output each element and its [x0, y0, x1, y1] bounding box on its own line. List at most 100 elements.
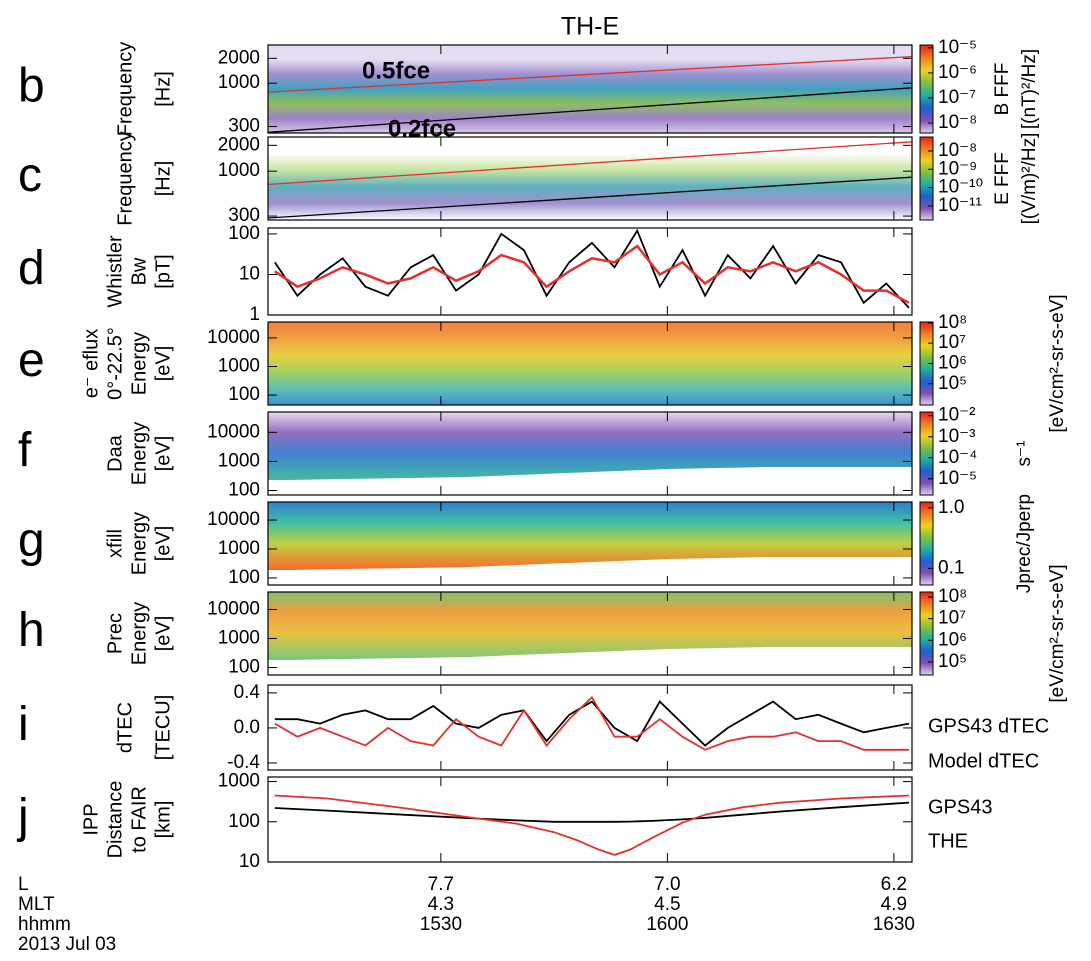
- plot-frame: [267, 321, 913, 406]
- y-tick-label: 1: [249, 304, 260, 325]
- y-tick-label: 2000: [218, 134, 260, 155]
- colorbar-tick-label: 10⁵: [938, 373, 967, 394]
- fce-label: 0.5fce: [362, 57, 430, 84]
- y-axis-label: IPP: [80, 803, 102, 835]
- spectrogram: [268, 137, 912, 220]
- line-series: [274, 801, 910, 823]
- y-tick-label: 100: [228, 656, 260, 677]
- date-label: 2013 Jul 03: [18, 934, 116, 955]
- y-axis-label: xfill: [104, 529, 126, 558]
- y-tick-label: 10: [239, 851, 260, 872]
- x-tick-label: 7.0: [654, 874, 680, 895]
- colorbar: [919, 591, 934, 676]
- colorbar-tick-label: 0.1: [938, 557, 964, 578]
- plot-frame: [267, 501, 913, 586]
- y-axis-label: e⁻ eflux: [80, 329, 102, 398]
- colorbar-tick-label: 10⁶: [938, 352, 967, 373]
- colorbar-tick-label: 10⁻¹¹: [938, 195, 982, 216]
- y-axis-label: to FAIR: [128, 786, 150, 853]
- y-tick-label: 300: [228, 205, 260, 226]
- legend-entry: GPS43 dTEC: [928, 715, 1049, 737]
- panel-letter: h: [18, 604, 45, 657]
- plot-frame: [267, 776, 913, 863]
- y-tick-label: 300: [228, 115, 260, 136]
- fce-line: [267, 87, 913, 133]
- legend-entry: THE: [928, 830, 968, 852]
- y-axis-label: Prec: [104, 613, 126, 654]
- spectrogram: [268, 45, 912, 133]
- y-tick-label: 100: [228, 567, 260, 588]
- y-tick-label: 100: [228, 480, 260, 501]
- y-axis-label: [Hz]: [152, 71, 174, 107]
- y-axis-label: [eV]: [152, 616, 174, 652]
- colorbar-tick-label: 10⁻²: [938, 405, 976, 426]
- y-axis-label: [Hz]: [152, 161, 174, 197]
- y-axis-label: Distance: [104, 781, 126, 859]
- fce-line: [267, 176, 913, 219]
- y-tick-label: 1000: [218, 450, 260, 471]
- colorbar-tick-label: 10⁶: [938, 629, 967, 650]
- y-axis-label: [km]: [152, 801, 174, 839]
- colorbar-label: s⁻¹: [1014, 441, 1035, 467]
- x-row-name: L: [18, 874, 29, 895]
- spectrogram: [268, 322, 912, 405]
- no-data-region: [268, 557, 912, 585]
- y-tick-label: 1000: [218, 627, 260, 648]
- panel-letter: c: [18, 149, 42, 202]
- colorbar-label: [(V/m)²/Hz]: [1019, 133, 1040, 225]
- colorbar-tick-label: 10⁸: [938, 312, 967, 333]
- plot-frame: [267, 684, 913, 771]
- y-axis-label: [pT]: [152, 254, 174, 288]
- no-data-region: [268, 647, 912, 675]
- x-row-name: MLT: [18, 894, 55, 915]
- y-axis-label: Energy: [128, 512, 150, 575]
- colorbar: [919, 411, 934, 496]
- colorbar-tick-label: 10⁻⁸: [938, 112, 977, 133]
- colorbar: [919, 44, 934, 134]
- y-tick-label: 1000: [218, 771, 260, 792]
- panel-letter: g: [18, 514, 45, 567]
- colorbar-tick-label: 10⁸: [938, 586, 967, 607]
- panel-letter: f: [18, 424, 32, 477]
- y-tick-label: 1000: [218, 72, 260, 93]
- y-tick-label: 0.4: [234, 682, 261, 703]
- x-row-name: hhmm: [18, 914, 71, 935]
- x-tick-label: 7.7: [428, 874, 454, 895]
- x-tick-label: 1530: [420, 914, 462, 935]
- y-axis-label: Energy: [128, 332, 150, 395]
- colorbar-tick-label: 10⁵: [938, 651, 967, 672]
- y-tick-label: 100: [228, 811, 260, 832]
- colorbar-tick-label: 10⁻⁵: [938, 468, 977, 489]
- y-tick-label: 10000: [207, 509, 260, 530]
- fce-line: [267, 55, 913, 93]
- x-tick-label: 4.9: [881, 894, 907, 915]
- colorbar-tick-label: 10⁷: [938, 608, 966, 629]
- line-series: [274, 794, 910, 856]
- y-tick-label: 0.0: [234, 717, 260, 738]
- colorbar-label: [eV/cm²-sr-s-eV]: [1047, 564, 1068, 702]
- panel-letter: j: [16, 790, 29, 843]
- legend-entry: GPS43: [928, 796, 992, 818]
- y-tick-label: 10000: [207, 421, 260, 442]
- colorbar-tick-label: 10⁻⁵: [938, 37, 977, 58]
- y-axis-label: Bw: [128, 257, 150, 285]
- colorbar-tick-label: 10⁻¹⁰: [938, 177, 983, 198]
- line-series: [274, 695, 909, 751]
- y-tick-label: 10000: [207, 598, 260, 619]
- x-tick-label: 1600: [646, 914, 688, 935]
- y-axis-label: 0°-22.5°: [104, 327, 126, 400]
- line-series: [274, 700, 910, 747]
- x-tick-label: 6.2: [881, 874, 907, 895]
- y-tick-label: 1000: [218, 160, 260, 181]
- colorbar: [919, 136, 934, 221]
- y-axis-label: Frequency: [114, 42, 136, 137]
- line-series: [274, 228, 910, 309]
- x-tick-label: 1630: [873, 914, 915, 935]
- colorbar-tick-label: 10⁻⁷: [938, 87, 976, 108]
- y-axis-label: dTEC: [114, 702, 136, 753]
- y-tick-label: 10: [239, 263, 260, 284]
- line-series: [274, 244, 910, 304]
- colorbar-label: [eV/cm²-sr-s-eV]: [1047, 294, 1068, 432]
- plot-frame: [267, 227, 913, 316]
